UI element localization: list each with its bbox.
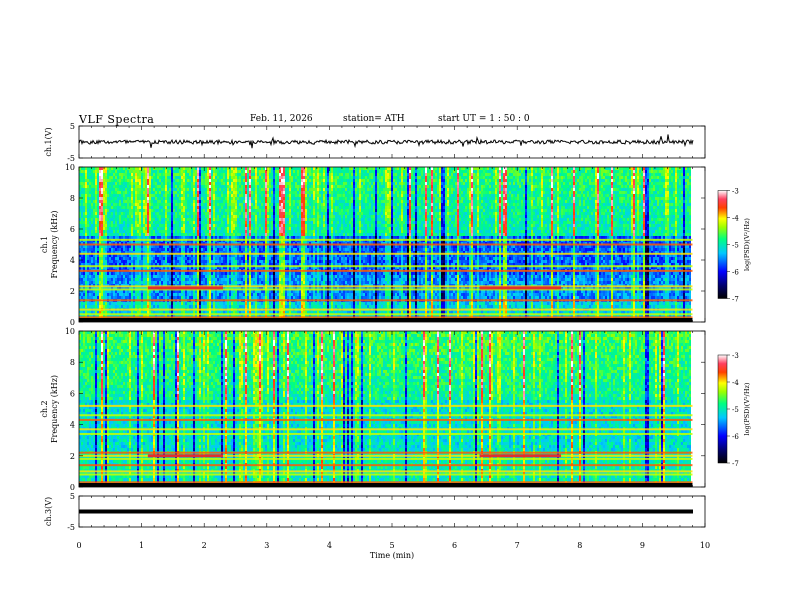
band-line xyxy=(79,481,693,484)
y-tick-label: 10 xyxy=(65,163,75,172)
ch1-spectrogram xyxy=(79,167,693,322)
y-tick-label: 4 xyxy=(70,421,75,430)
band-line xyxy=(79,238,693,241)
ch2-freq-label: Frequency (kHz) xyxy=(50,375,59,443)
colorbar-tick-label: -5 xyxy=(732,406,739,414)
x-tick-label: 2 xyxy=(202,541,207,550)
colorbar-tick-label: -3 xyxy=(732,188,739,196)
dc-strip xyxy=(79,483,693,487)
plot-title: VLF Spectra xyxy=(79,113,154,126)
colorbar-tick-label: -6 xyxy=(732,433,739,441)
band-line xyxy=(79,418,693,421)
band-line xyxy=(79,451,693,454)
start-time-label: start UT = 1 : 50 : 0 xyxy=(438,114,530,124)
band-line xyxy=(79,308,693,311)
colorbar-1 xyxy=(717,190,728,299)
x-tick-label: 4 xyxy=(327,541,332,550)
panel-frames xyxy=(78,125,706,528)
band-line xyxy=(79,243,693,246)
enhanced-segment xyxy=(147,286,223,290)
band-line xyxy=(79,470,693,473)
enhanced-segment xyxy=(479,286,562,290)
y-tick-label: 5 xyxy=(70,492,75,501)
band-line xyxy=(79,265,693,268)
enhanced-segment xyxy=(147,454,223,458)
colorbar-2 xyxy=(717,354,728,464)
x-tick-label: 6 xyxy=(452,541,457,550)
date-label: Feb. 11, 2026 xyxy=(250,114,313,124)
x-tick-label: 1 xyxy=(139,541,144,550)
band-line xyxy=(79,473,693,476)
band-line xyxy=(79,457,693,460)
y-tick-label: 6 xyxy=(70,225,75,234)
x-tick-label: 3 xyxy=(264,541,269,550)
y-tick-label: 8 xyxy=(70,358,75,367)
x-tick-label: 7 xyxy=(515,541,520,550)
band-line xyxy=(79,464,693,467)
y-tick-label: 5 xyxy=(70,122,75,131)
enhanced-segment xyxy=(479,454,562,458)
colorbar-tick-label: -7 xyxy=(732,296,739,304)
band-line xyxy=(79,454,693,457)
x-tick-label: 8 xyxy=(577,541,582,550)
band-line xyxy=(79,316,693,319)
y-tick-label: 4 xyxy=(70,256,75,265)
colorbar-tick-label: -5 xyxy=(732,242,739,250)
colorbar-label: log(PSD)(V²/Hz) xyxy=(743,382,751,435)
band-line xyxy=(79,432,693,435)
x-tick-label: 5 xyxy=(389,541,394,550)
ch1-ylabel: ch.1(V) xyxy=(44,127,53,156)
y-tick-label: 2 xyxy=(70,287,75,296)
ch1-freq-label: Frequency (kHz) xyxy=(50,210,59,278)
colorbar-label: log(PSD)(V²/Hz) xyxy=(743,218,751,271)
y-tick-label: 6 xyxy=(70,389,75,398)
y-tick-label: 2 xyxy=(70,452,75,461)
colorbar-tick-label: -4 xyxy=(732,215,739,223)
y-tick-label: 10 xyxy=(65,327,75,336)
ch1-spec-channel-label: ch.1 xyxy=(40,236,49,253)
y-tick-label: 0 xyxy=(70,483,75,492)
ch1-waveform-panel xyxy=(78,134,694,149)
ch3-ylabel: ch.3(V) xyxy=(44,497,53,526)
ch1-waveform-line xyxy=(78,134,694,149)
ch2-spec-channel-label: ch.2 xyxy=(40,400,49,417)
colorbar-tick-label: -6 xyxy=(732,269,739,277)
colorbar-tick-label: -4 xyxy=(732,379,739,387)
colorbar-tick-label: -7 xyxy=(732,460,739,468)
band-line xyxy=(79,269,693,272)
band-line xyxy=(79,252,693,255)
y-tick-label: -5 xyxy=(67,154,75,163)
colorbar-tick-label: -3 xyxy=(732,352,739,360)
band-line xyxy=(79,414,693,417)
x-tick-label: 9 xyxy=(640,541,645,550)
ch2-spectrogram xyxy=(79,331,693,487)
band-line xyxy=(79,299,693,302)
station-label: station= ATH xyxy=(343,114,405,124)
band-line xyxy=(79,285,693,288)
x-tick-label: 10 xyxy=(700,541,710,550)
y-tick-label: -5 xyxy=(67,523,75,532)
x-tick-label: 0 xyxy=(76,541,81,550)
y-tick-label: 0 xyxy=(70,318,75,327)
band-line xyxy=(79,288,693,291)
dc-strip xyxy=(79,318,693,322)
colorbars: -3 -4 -5 -6 -7 log(PSD)(V²/Hz) -3 -4 -5 -6 -7 log(P… xyxy=(717,188,751,468)
y-tick-label: 8 xyxy=(70,194,75,203)
band-line xyxy=(79,428,693,431)
x-axis-label: Time (min) xyxy=(370,551,414,560)
band-line xyxy=(79,404,693,407)
band-line xyxy=(79,313,693,316)
